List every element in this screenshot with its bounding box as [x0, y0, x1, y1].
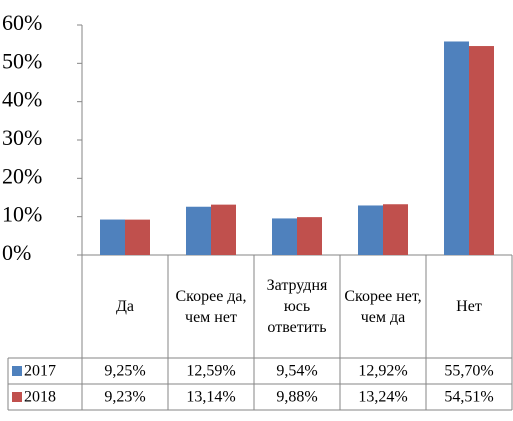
table-value: 9,25%: [104, 363, 145, 380]
bar: [125, 219, 150, 255]
legend-key: [12, 366, 22, 376]
table-value: 13,14%: [186, 389, 235, 406]
bar: [297, 217, 322, 255]
legend-label: 2017: [24, 363, 56, 380]
bar: [272, 218, 297, 255]
legend-label: 2018: [24, 389, 56, 406]
bar: [100, 219, 125, 255]
table-value: 13,24%: [358, 389, 407, 406]
bar: [211, 204, 236, 255]
bar: [358, 205, 383, 255]
table-value: 9,23%: [104, 389, 145, 406]
category-label: Да: [115, 298, 134, 315]
table-value: 9,88%: [276, 389, 317, 406]
bar: [444, 41, 469, 255]
y-tick-label: 30%: [2, 125, 42, 150]
y-tick-label: 0%: [2, 240, 31, 265]
table-value: 12,59%: [186, 363, 235, 380]
table-value: 54,51%: [444, 389, 493, 406]
category-label: Скорее да, чем нет: [175, 287, 247, 326]
table-value: 12,92%: [358, 363, 407, 380]
bar: [469, 46, 494, 255]
y-tick-label: 20%: [2, 163, 42, 188]
y-tick-label: 10%: [2, 202, 42, 227]
y-tick-label: 40%: [2, 87, 42, 112]
table-value: 9,54%: [276, 363, 317, 380]
table-value: 55,70%: [444, 363, 493, 380]
y-tick-label: 60%: [2, 10, 42, 35]
category-label: Нет: [456, 298, 482, 315]
bar: [383, 204, 408, 255]
bar: [186, 206, 211, 255]
category-label: Скорее нет, чем да: [344, 287, 422, 326]
category-label: Затрудняюсь ответить: [266, 277, 328, 336]
legend-key: [12, 392, 22, 402]
y-tick-label: 50%: [2, 48, 42, 73]
